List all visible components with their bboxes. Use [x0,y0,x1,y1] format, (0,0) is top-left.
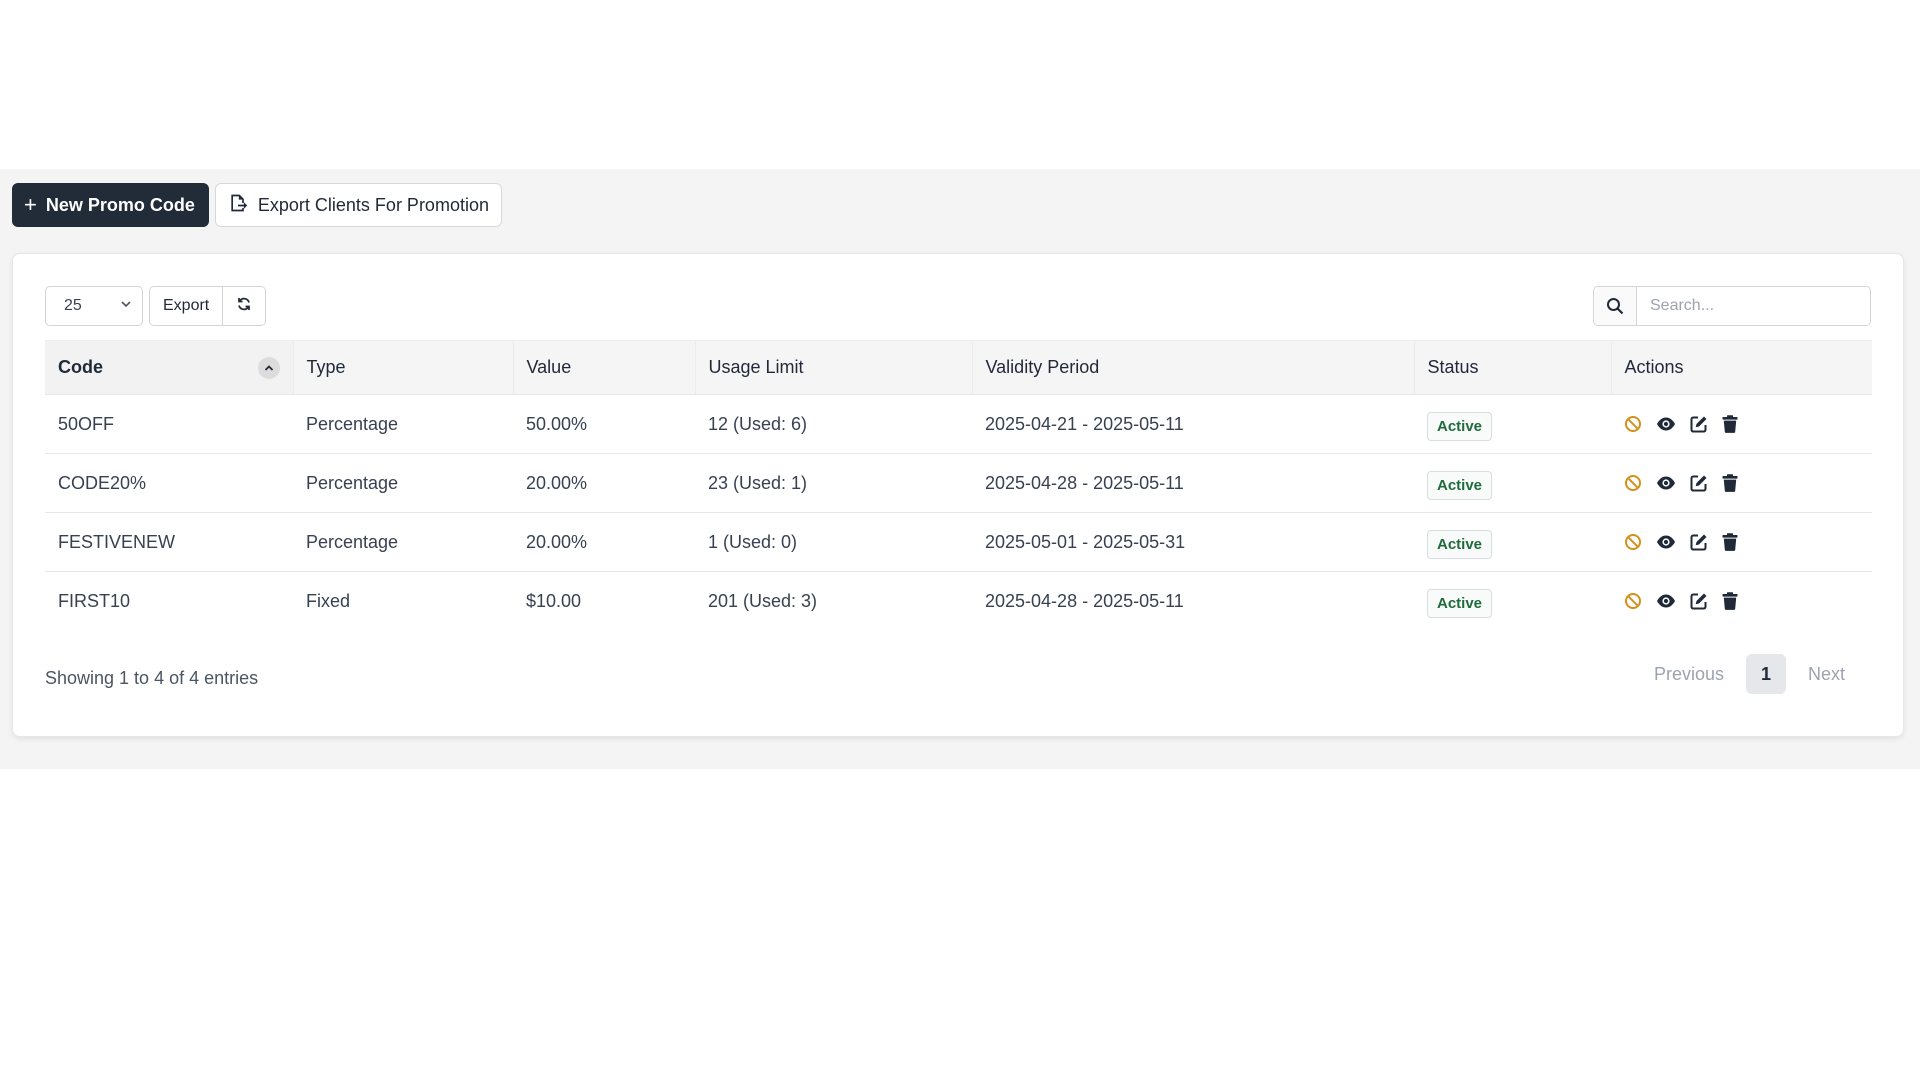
cell-validity-period: 2025-04-21 - 2025-05-11 [972,394,1414,454]
page-1-button[interactable]: 1 [1745,654,1786,694]
cell-status: Active [1414,394,1611,454]
cell-code: CODE20% [45,453,293,513]
ban-icon[interactable] [1624,533,1642,551]
plus-icon: + [24,192,37,217]
column-header-value[interactable]: Value [512,340,695,395]
column-header-status[interactable]: Status [1413,340,1611,395]
refresh-icon [236,296,252,317]
column-header-label: Code [58,357,103,377]
status-badge: Active [1427,588,1493,618]
export-button[interactable]: Export [150,287,223,325]
cell-status: Active [1414,453,1611,513]
table-info: Showing 1 to 4 of 4 entries [45,668,259,688]
cell-validity-period: 2025-04-28 - 2025-05-11 [985,590,1184,611]
table-row: FIRST10 Fixed $10.00 201 (Used: 3) 2025-… [45,572,1872,631]
ban-icon[interactable] [1624,415,1642,433]
column-header-code[interactable]: Code [45,340,293,395]
edit-icon[interactable] [1690,415,1708,433]
cell-type: Percentage [293,512,513,572]
next-page-button[interactable]: Next [1807,663,1845,684]
cell-code: FIRST10 [58,590,131,611]
export-button-group: Export [149,286,267,326]
cell-status: Active [1414,572,1611,631]
edit-icon[interactable] [1690,533,1708,551]
edit-icon[interactable] [1690,592,1708,610]
cell-type: Percentage [293,453,513,513]
promo-codes-card: 25 Export [12,253,1904,737]
trash-icon[interactable] [1722,533,1738,551]
cell-type: Percentage [293,394,513,454]
cell-actions [1611,572,1872,631]
table-header-row: Code Type Value Usage Limit Validity Per… [45,340,1872,395]
table-row: FESTIVENEW Percentage 20.00% 1 (Used: 0)… [45,512,1872,572]
column-header-usage-limit[interactable]: Usage Limit [694,340,972,395]
search-box [1593,286,1871,326]
search-input[interactable] [1637,287,1870,325]
export-clients-label: Export Clients For Promotion [257,194,489,215]
ban-icon[interactable] [1624,474,1642,492]
column-header-actions: Actions [1610,340,1872,395]
cell-validity-period: 2025-05-01 - 2025-05-31 [972,512,1414,572]
trash-icon[interactable] [1722,415,1738,433]
eye-icon[interactable] [1656,474,1676,492]
new-promo-code-label: New Promo Code [45,194,195,215]
cell-value: 50.00% [513,394,695,454]
table-row: CODE20% Percentage 20.00% 23 (Used: 1) 2… [45,453,1872,513]
cell-status: Active [1414,512,1611,572]
page-size-value: 25 [64,297,82,314]
trash-icon[interactable] [1722,474,1738,492]
new-promo-code-button[interactable]: + New Promo Code [12,183,209,227]
cell-usage-limit: 201 (Used: 3) [708,590,818,611]
eye-icon[interactable] [1656,415,1676,433]
cell-actions [1611,512,1872,572]
cell-actions [1611,453,1872,513]
search-icon[interactable] [1594,287,1637,325]
eye-icon[interactable] [1656,533,1676,551]
edit-icon[interactable] [1690,474,1708,492]
promo-codes-table: Code Type Value Usage Limit Validity Per… [45,340,1872,631]
status-badge: Active [1427,470,1493,500]
table-row: 50OFF Percentage 50.00% 12 (Used: 6) 202… [45,394,1872,454]
chevron-down-icon [120,297,132,315]
cell-usage-limit: 1 (Used: 0) [695,512,972,572]
ban-icon[interactable] [1624,592,1642,610]
previous-page-button[interactable]: Previous [1653,663,1724,684]
cell-usage-limit: 12 (Used: 6) [695,394,972,454]
cell-actions [1611,394,1872,454]
cell-type: Fixed [306,590,351,611]
status-badge: Active [1427,529,1493,559]
export-label: Export [163,297,210,314]
trash-icon[interactable] [1722,592,1738,611]
cell-code: FESTIVENEW [45,512,293,572]
pagination: Previous 1 Next [1654,654,1845,694]
cell-usage-limit: 23 (Used: 1) [695,453,972,513]
column-header-type[interactable]: Type [292,340,513,395]
cell-value: 20.00% [513,512,695,572]
sort-ascending-icon [257,356,280,379]
page-size-select[interactable]: 25 [45,286,143,326]
page-actions: + New Promo Code Export Clients For Prom… [12,183,502,227]
cell-value: 20.00% [513,453,695,513]
status-badge: Active [1427,411,1493,441]
refresh-button[interactable] [222,287,266,325]
file-export-icon [228,193,248,218]
eye-icon[interactable] [1656,592,1676,610]
export-clients-button[interactable]: Export Clients For Promotion [214,183,502,227]
cell-value: $10.00 [526,590,582,611]
cell-validity-period: 2025-04-28 - 2025-05-11 [972,453,1414,513]
column-header-validity-period[interactable]: Validity Period [971,340,1414,395]
cell-code: 50OFF [45,394,293,454]
table-toolbar: 25 Export [45,286,267,326]
